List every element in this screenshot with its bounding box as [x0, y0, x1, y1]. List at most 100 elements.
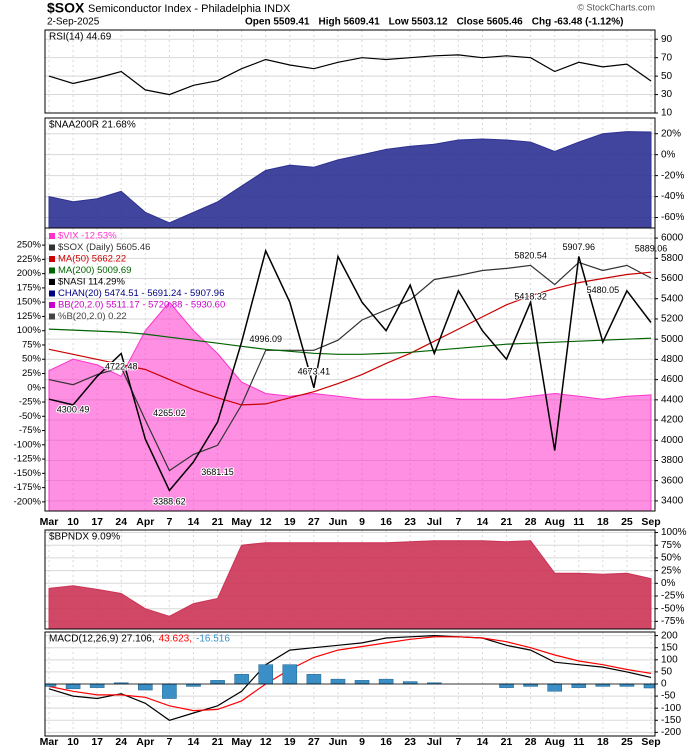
- price-annotation: 3681.15: [201, 467, 234, 477]
- series-line: [48, 261, 652, 472]
- series-line: [48, 54, 652, 96]
- plot-area: [45, 30, 655, 113]
- histogram-bar: [306, 674, 322, 685]
- price-annotation: 3388.62: [153, 496, 186, 506]
- legend-entry: MA(200) 5009.69: [58, 265, 131, 276]
- x-tick-label: 14: [188, 516, 200, 528]
- y-tick-label: 25%: [661, 565, 681, 576]
- plot: [45, 530, 655, 629]
- x-tick-label: 28: [525, 736, 537, 748]
- x-tick-label: 19: [284, 736, 296, 748]
- y-tick-label: 50: [661, 667, 673, 678]
- x-tick-label: 28: [525, 516, 537, 528]
- y-tick-label: 3800: [661, 455, 684, 466]
- plot: [45, 118, 655, 228]
- x-tick-label: 24: [115, 736, 127, 748]
- y2-tick-label: -175%: [14, 482, 42, 493]
- price-annotation: 4996.09: [249, 334, 282, 344]
- histogram-bar: [499, 683, 514, 688]
- y-tick-label: -20%: [661, 170, 684, 181]
- x-tick-label: 7: [455, 736, 461, 748]
- y-tick-label: -60%: [661, 212, 684, 223]
- legend-swatch: [49, 302, 55, 308]
- panel: [45, 30, 655, 113]
- x-tick-label: 21: [501, 736, 513, 748]
- x-tick-label: Jul: [427, 736, 442, 748]
- watermark: © StockCharts.com: [577, 2, 655, 12]
- series-area: [48, 131, 652, 228]
- x-tick-label: Sep: [641, 736, 660, 748]
- y-tick-label: 4200: [661, 415, 684, 426]
- y-tick-label: 4000: [661, 435, 684, 446]
- legend-swatch: [49, 256, 55, 262]
- panel-frame: [44, 529, 656, 630]
- x-tick-label: Jul: [427, 516, 442, 528]
- histogram-bar: [210, 680, 225, 685]
- x-tick-label: 12: [260, 736, 272, 748]
- price-annotation: 4300.49: [57, 404, 90, 414]
- legend-entry: -16.516: [196, 634, 230, 645]
- y-tick-label: -100: [661, 703, 681, 714]
- x-tick-label: 18: [597, 516, 609, 528]
- x-tick-label: Jun: [329, 516, 348, 528]
- y2-tick-label: -200%: [14, 496, 42, 507]
- x-tick-label: Mar: [40, 516, 59, 528]
- x-tick-label: 23: [404, 736, 416, 748]
- x-tick-label: 24: [115, 516, 127, 528]
- y-tick-label: 200: [661, 630, 678, 641]
- x-tick-label: 21: [501, 516, 513, 528]
- y2-tick-label: -150%: [14, 468, 42, 479]
- plot: [45, 632, 655, 736]
- y2-tick-label: 150%: [17, 297, 42, 308]
- legend-swatch: [49, 267, 55, 274]
- plot-area: [45, 530, 655, 629]
- x-tick-label: 25: [621, 516, 633, 528]
- y2-tick-label: -25%: [19, 397, 42, 408]
- legend-entry: RSI(14) 44.69: [49, 32, 112, 43]
- y-tick-label: 100: [661, 654, 678, 665]
- legend-entry: BB(20,2.0) 5511.17 - 5720.88 - 5930.60: [58, 300, 225, 311]
- y-tick-label: 30: [661, 89, 673, 100]
- y2-tick-label: 175%: [17, 282, 42, 293]
- legend-entry: MA(50) 5662.22: [58, 254, 126, 265]
- date: 2-Sep-2025: [47, 17, 100, 28]
- x-tick-label: 19: [284, 516, 296, 528]
- x-tick-label: 21: [212, 736, 224, 748]
- y-tick-label: 5200: [661, 314, 684, 325]
- x-tick-label: 9: [359, 736, 365, 748]
- histogram-bar: [89, 683, 105, 688]
- x-tick-label: 21: [212, 516, 224, 528]
- x-tick-label: 10: [67, 736, 79, 748]
- legend-swatch: [49, 244, 55, 251]
- y2-tick-label: -50%: [19, 411, 42, 422]
- y-tick-label: 4400: [661, 394, 684, 405]
- series-line: [48, 271, 652, 406]
- x-tick-label: 11: [573, 516, 584, 528]
- price-annotation: 5889.06: [635, 244, 668, 254]
- y-tick-label: 4600: [661, 374, 684, 385]
- x-tick-label: 11: [573, 736, 584, 748]
- x-tick-label: 23: [404, 516, 416, 528]
- y-tick-label: 50%: [661, 553, 681, 564]
- y-tick-label: 90: [661, 34, 673, 45]
- price-annotation: 5480.05: [587, 285, 620, 295]
- legend-swatch: [49, 279, 55, 285]
- y2-tick-label: 25%: [22, 368, 42, 379]
- y-tick-label: 0%: [661, 578, 676, 589]
- y-tick-label: 4800: [661, 354, 684, 365]
- y2-tick-label: 250%: [17, 240, 42, 251]
- x-tick-label: 14: [477, 516, 489, 528]
- y-tick-label: 100%: [661, 527, 687, 538]
- histogram-bar: [282, 664, 298, 685]
- plot: [45, 30, 655, 113]
- plot-area: [45, 632, 655, 736]
- series-line: [48, 248, 652, 492]
- y-tick-label: -150: [661, 715, 681, 726]
- x-tick-label: 7: [455, 516, 461, 528]
- x-tick-label: 7: [166, 736, 172, 748]
- histogram-bar: [138, 683, 153, 691]
- x-tick-label: 17: [91, 736, 103, 748]
- x-tick-label: 16: [380, 736, 392, 748]
- legend-entry: 43.623,: [159, 634, 192, 645]
- legend-entry: $NASI 114.29%: [58, 277, 125, 288]
